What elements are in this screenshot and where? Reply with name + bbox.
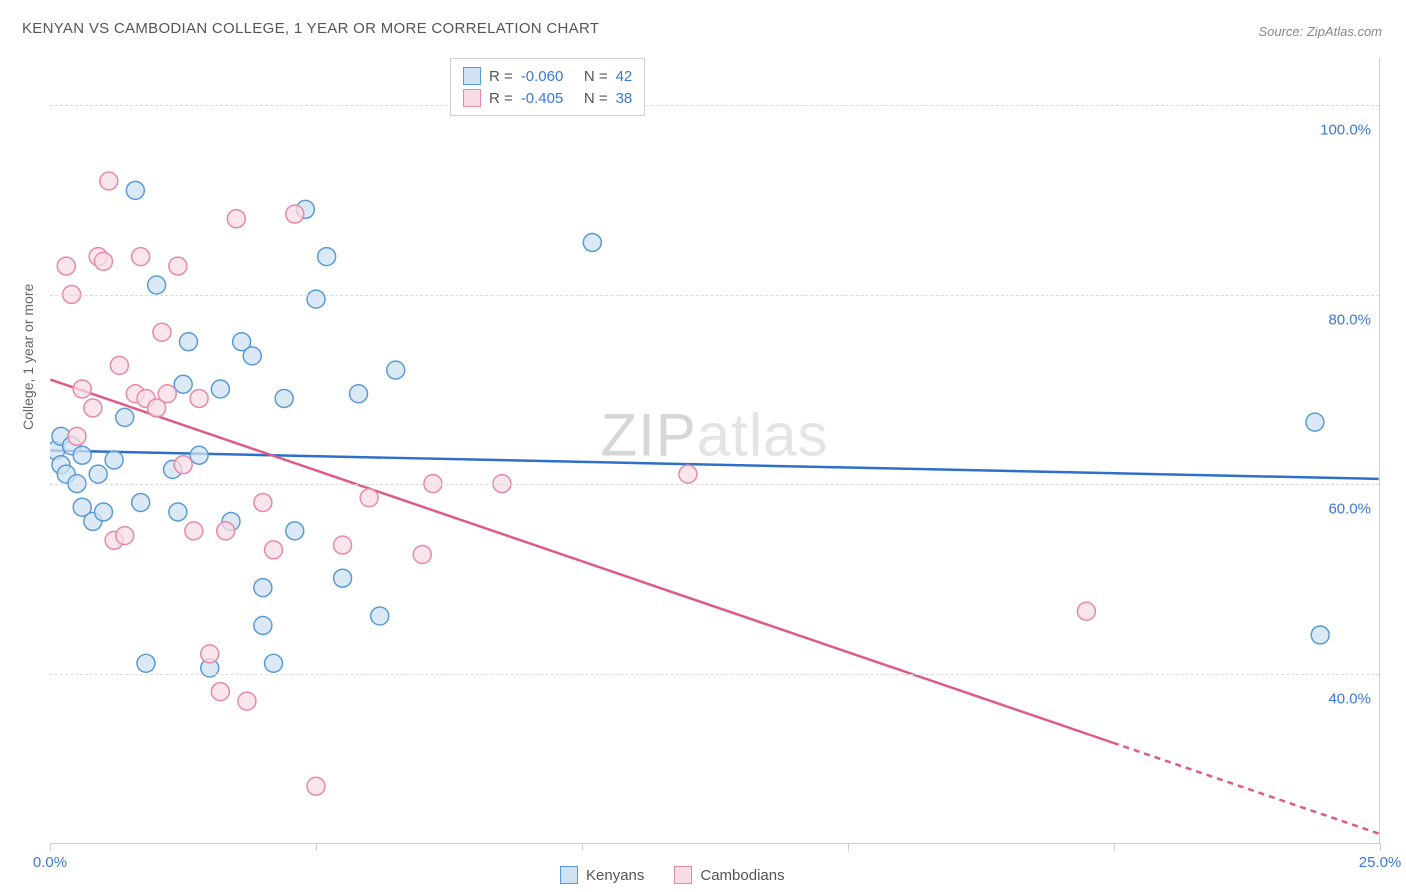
y-tick-label: 40.0% [1328, 690, 1371, 707]
legend-n-value: 42 [616, 68, 633, 85]
legend-n-label: N = [571, 90, 607, 107]
series-legend-item: Kenyans [560, 866, 644, 884]
legend-r-label: R = [489, 90, 513, 107]
x-tick [582, 843, 583, 851]
x-tick-label: 25.0% [1359, 854, 1402, 871]
legend-row: R = -0.405 N = 38 [463, 87, 632, 109]
gridline [50, 484, 1379, 485]
legend-swatch [674, 866, 692, 884]
x-tick [50, 843, 51, 851]
x-tick [316, 843, 317, 851]
legend-swatch [463, 89, 481, 107]
y-tick-label: 100.0% [1320, 122, 1371, 139]
chart-title: KENYAN VS CAMBODIAN COLLEGE, 1 YEAR OR M… [22, 20, 599, 37]
correlation-legend: R = -0.060 N = 42R = -0.405 N = 38 [450, 58, 645, 116]
legend-r-label: R = [489, 68, 513, 85]
series-legend-label: Cambodians [700, 867, 784, 884]
legend-row: R = -0.060 N = 42 [463, 65, 632, 87]
scatter-plot [50, 58, 1379, 843]
x-tick [848, 843, 849, 851]
legend-swatch [560, 866, 578, 884]
gridline [50, 674, 1379, 675]
y-tick-label: 60.0% [1328, 501, 1371, 518]
gridline [50, 105, 1379, 106]
series-legend: Kenyans Cambodians [560, 866, 785, 884]
x-tick-label: 0.0% [33, 854, 67, 871]
legend-n-value: 38 [616, 90, 633, 107]
x-tick [1114, 843, 1115, 851]
source-label: Source: ZipAtlas.com [1258, 24, 1382, 39]
x-tick [1380, 843, 1381, 851]
legend-r-value: -0.405 [521, 90, 564, 107]
legend-n-label: N = [571, 68, 607, 85]
series-legend-item: Cambodians [674, 866, 784, 884]
legend-swatch [463, 67, 481, 85]
chart-area: ZIPatlas 40.0%60.0%80.0%100.0%0.0%25.0% [50, 58, 1380, 844]
y-tick-label: 80.0% [1328, 311, 1371, 328]
y-axis-label: College, 1 year or more [20, 284, 36, 430]
legend-r-value: -0.060 [521, 68, 564, 85]
gridline [50, 295, 1379, 296]
series-legend-label: Kenyans [586, 867, 644, 884]
